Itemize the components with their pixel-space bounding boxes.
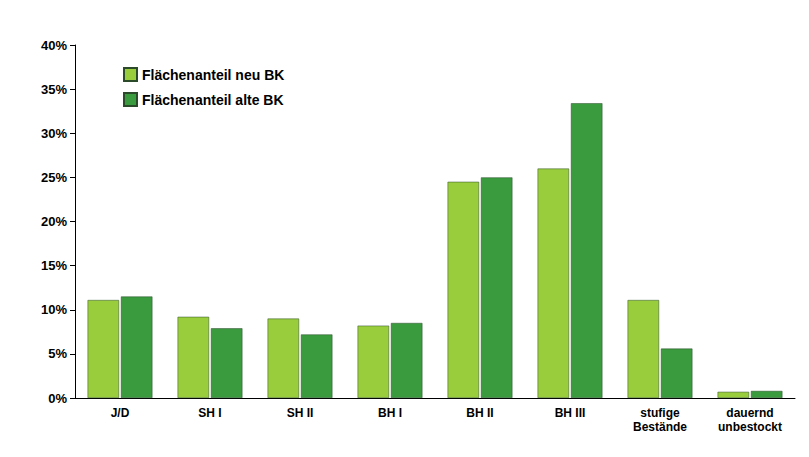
svg-text:0%: 0%: [48, 391, 67, 406]
svg-text:BH II: BH II: [466, 406, 493, 420]
svg-text:BH III: BH III: [555, 406, 586, 420]
svg-text:dauernd: dauernd: [726, 406, 773, 420]
svg-text:20%: 20%: [41, 214, 67, 229]
svg-text:J/D: J/D: [111, 406, 130, 420]
svg-text:10%: 10%: [41, 302, 67, 317]
svg-text:5%: 5%: [48, 346, 67, 361]
svg-text:Flächenanteil alte BK: Flächenanteil alte BK: [142, 92, 284, 108]
svg-text:Bestände: Bestände: [633, 420, 687, 434]
svg-text:30%: 30%: [41, 126, 67, 141]
svg-text:SH II: SH II: [287, 406, 314, 420]
svg-text:BH I: BH I: [378, 406, 402, 420]
svg-text:Flächenanteil neu BK: Flächenanteil neu BK: [142, 67, 284, 83]
svg-text:stufige: stufige: [640, 406, 680, 420]
svg-text:35%: 35%: [41, 82, 67, 97]
svg-text:40%: 40%: [41, 38, 67, 53]
svg-text:unbestockt: unbestockt: [718, 420, 782, 434]
svg-text:15%: 15%: [41, 258, 67, 273]
svg-text:SH I: SH I: [198, 406, 221, 420]
svg-text:25%: 25%: [41, 170, 67, 185]
